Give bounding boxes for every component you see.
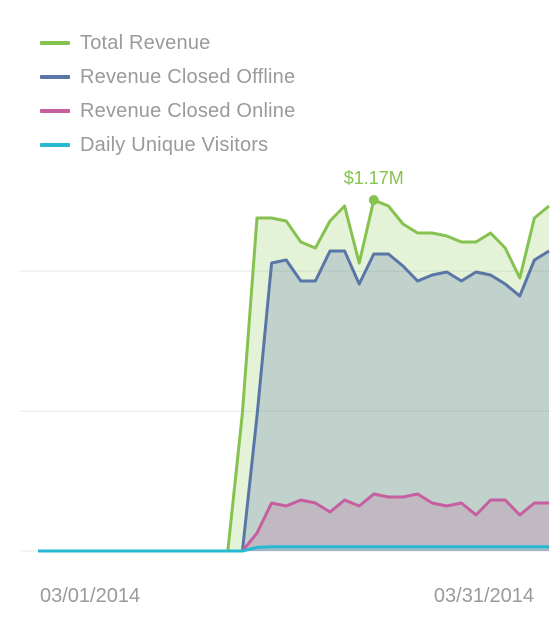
legend-item-revenue-closed-offline[interactable]: Revenue Closed Offline — [40, 60, 295, 94]
series-area-revenue-closed-online — [38, 494, 549, 551]
legend-swatch-total-revenue — [40, 41, 70, 45]
legend-label-total-revenue: Total Revenue — [80, 31, 211, 54]
chart-legend: Total Revenue Revenue Closed Offline Rev… — [40, 26, 295, 162]
peak-value-label: $1.17M — [344, 168, 404, 188]
legend-label-daily-unique-visitors: Daily Unique Visitors — [80, 133, 269, 156]
peak-annotation: $1.17M — [344, 168, 404, 205]
legend-swatch-daily-unique-visitors — [40, 143, 70, 147]
legend-swatch-revenue-closed-offline — [40, 75, 70, 79]
legend-swatch-revenue-closed-online — [40, 109, 70, 113]
legend-label-revenue-closed-online: Revenue Closed Online — [80, 99, 296, 122]
peak-marker[interactable] — [368, 195, 379, 205]
x-axis-ticks: 03/01/2014 03/31/2014 — [40, 585, 534, 607]
legend-label-revenue-closed-offline: Revenue Closed Offline — [80, 65, 296, 88]
x-tick-label-start: 03/01/2014 — [40, 585, 140, 607]
series-areas — [38, 200, 549, 551]
legend-item-daily-unique-visitors[interactable]: Daily Unique Visitors — [40, 128, 295, 162]
legend-item-total-revenue[interactable]: Total Revenue — [40, 26, 295, 60]
series-area-revenue-closed-offline — [38, 251, 549, 551]
legend-item-revenue-closed-online[interactable]: Revenue Closed Online — [40, 94, 295, 128]
series-line-daily-unique-visitors[interactable] — [38, 545, 549, 553]
x-tick-label-end: 03/31/2014 — [434, 585, 534, 607]
series-lines — [38, 198, 550, 553]
series-area-total-revenue — [38, 200, 549, 551]
